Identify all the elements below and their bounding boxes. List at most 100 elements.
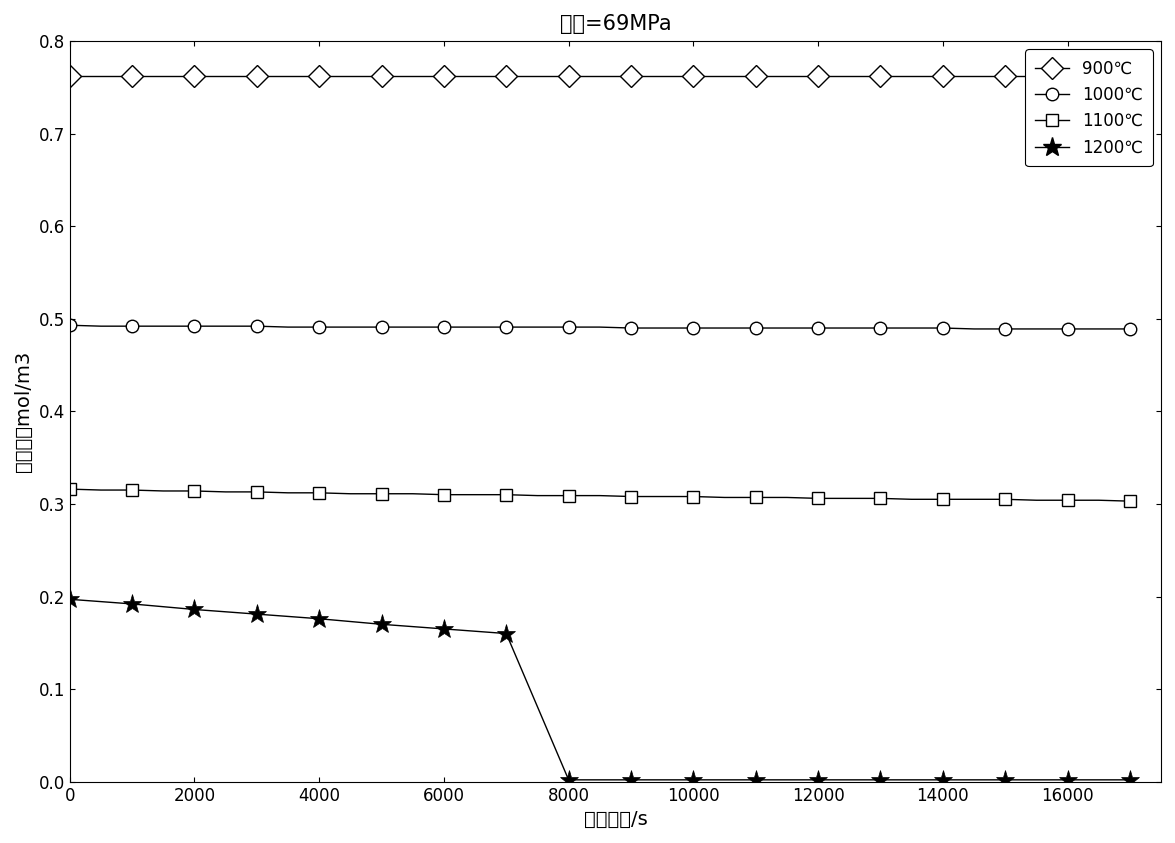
- 1000℃: [94, 321, 108, 331]
- 1100℃: [562, 491, 576, 501]
- 900℃: [250, 71, 264, 81]
- Line: 900℃: 900℃: [62, 68, 1137, 83]
- 1000℃: [656, 323, 670, 333]
- 1100℃: [935, 494, 949, 504]
- 1100℃: [592, 491, 606, 501]
- 1100℃: [873, 493, 887, 503]
- 1000℃: [905, 323, 919, 333]
- 1100℃: [842, 493, 857, 503]
- 1000℃: [873, 323, 887, 333]
- 1100℃: [624, 491, 638, 502]
- 1000℃: [313, 322, 327, 332]
- 1100℃: [219, 487, 233, 497]
- 1100℃: [187, 486, 201, 496]
- 900℃: [1061, 71, 1075, 81]
- Line: 1000℃: 1000℃: [63, 319, 1136, 336]
- 1100℃: [468, 490, 482, 500]
- 900℃: [873, 71, 887, 81]
- 900℃: [530, 71, 544, 81]
- 1000℃: [592, 322, 606, 332]
- 1000℃: [125, 321, 139, 331]
- 1000℃: [219, 321, 233, 331]
- Title: 应力=69MPa: 应力=69MPa: [559, 13, 671, 34]
- Legend: 900℃, 1000℃, 1100℃, 1200℃: 900℃, 1000℃, 1100℃, 1200℃: [1026, 50, 1153, 166]
- 1000℃: [499, 322, 513, 332]
- 1000℃: [250, 321, 264, 331]
- 900℃: [468, 71, 482, 81]
- 1100℃: [281, 488, 295, 498]
- 1000℃: [562, 322, 576, 332]
- 900℃: [748, 71, 763, 81]
- Y-axis label: 氧气浓度mol/m3: 氧气浓度mol/m3: [14, 351, 33, 472]
- 1000℃: [624, 323, 638, 333]
- 1100℃: [405, 489, 419, 499]
- 900℃: [499, 71, 513, 81]
- 900℃: [405, 71, 419, 81]
- 1100℃: [62, 484, 76, 494]
- 900℃: [125, 71, 139, 81]
- 900℃: [562, 71, 576, 81]
- 1000℃: [686, 323, 700, 333]
- 1100℃: [1092, 495, 1106, 505]
- 1100℃: [686, 491, 700, 502]
- 900℃: [1092, 71, 1106, 81]
- 900℃: [281, 71, 295, 81]
- 1100℃: [967, 494, 981, 504]
- 1100℃: [1029, 495, 1043, 505]
- Line: 1100℃: 1100℃: [65, 484, 1135, 507]
- 900℃: [935, 71, 949, 81]
- 1000℃: [1029, 324, 1043, 334]
- 1100℃: [313, 488, 327, 498]
- 1100℃: [375, 489, 389, 499]
- 1000℃: [1061, 324, 1075, 334]
- 1100℃: [530, 491, 544, 501]
- 900℃: [998, 71, 1012, 81]
- 1000℃: [967, 324, 981, 334]
- 1100℃: [1123, 496, 1137, 506]
- 900℃: [905, 71, 919, 81]
- 1000℃: [375, 322, 389, 332]
- 900℃: [187, 71, 201, 81]
- 1000℃: [748, 323, 763, 333]
- 1000℃: [1092, 324, 1106, 334]
- 900℃: [624, 71, 638, 81]
- 900℃: [1029, 71, 1043, 81]
- 1000℃: [405, 322, 419, 332]
- 1100℃: [250, 487, 264, 497]
- 1100℃: [998, 494, 1012, 504]
- 900℃: [313, 71, 327, 81]
- 1000℃: [468, 322, 482, 332]
- 900℃: [592, 71, 606, 81]
- 1100℃: [718, 492, 732, 502]
- 1100℃: [811, 493, 825, 503]
- 900℃: [967, 71, 981, 81]
- 900℃: [656, 71, 670, 81]
- 1000℃: [187, 321, 201, 331]
- 900℃: [718, 71, 732, 81]
- 1000℃: [530, 322, 544, 332]
- 1100℃: [156, 486, 170, 496]
- 900℃: [437, 71, 451, 81]
- 1000℃: [718, 323, 732, 333]
- 900℃: [842, 71, 857, 81]
- 900℃: [219, 71, 233, 81]
- 900℃: [94, 71, 108, 81]
- 900℃: [686, 71, 700, 81]
- 1100℃: [343, 489, 357, 499]
- 1000℃: [935, 323, 949, 333]
- 1100℃: [905, 494, 919, 504]
- 1100℃: [437, 490, 451, 500]
- 1100℃: [748, 492, 763, 502]
- 1100℃: [94, 485, 108, 495]
- 900℃: [156, 71, 170, 81]
- 900℃: [375, 71, 389, 81]
- 900℃: [780, 71, 794, 81]
- 1000℃: [343, 322, 357, 332]
- 1000℃: [437, 322, 451, 332]
- 900℃: [343, 71, 357, 81]
- 900℃: [1123, 71, 1137, 81]
- 900℃: [62, 71, 76, 81]
- 1000℃: [62, 320, 76, 330]
- 1100℃: [125, 485, 139, 495]
- 1100℃: [656, 491, 670, 502]
